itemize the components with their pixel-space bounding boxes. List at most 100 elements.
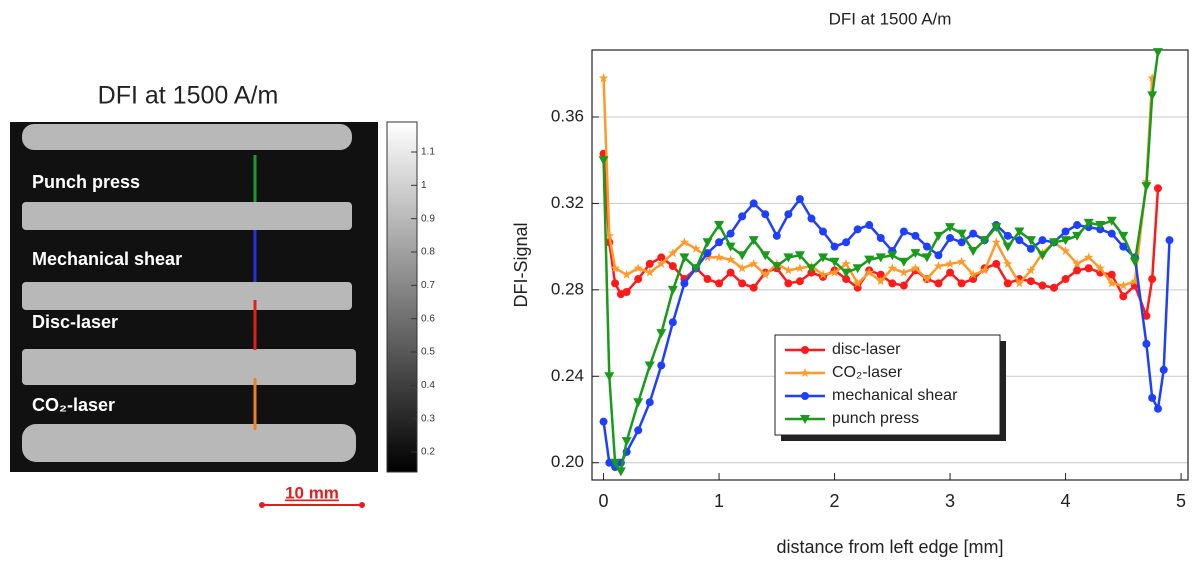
marker [818,253,829,263]
marker [991,237,1001,247]
marker [801,392,809,400]
marker [933,231,944,241]
marker [1072,258,1082,268]
marker [795,277,804,286]
marker [702,238,713,248]
marker [829,257,840,267]
marker [604,230,615,240]
marker [968,246,979,256]
marker [1073,221,1082,230]
marker [761,210,770,219]
marker [738,279,747,288]
marker [1152,48,1163,58]
marker [887,263,898,273]
marker [991,223,1002,233]
marker [829,267,840,277]
marker [645,267,655,277]
marker [841,268,852,278]
marker [1061,275,1070,284]
legend-label: punch press [832,410,919,427]
marker [795,263,805,273]
sample-strips [22,124,356,462]
marker [910,263,921,273]
marker [645,259,654,268]
legend-label: CO₂-laser [832,364,903,381]
marker [667,285,678,295]
marker [865,221,874,230]
marker [800,415,810,424]
marker [1003,258,1013,268]
marker [806,264,817,274]
marker [921,253,932,263]
marker [703,275,712,284]
scale-bar-label: 10 mm [285,483,339,502]
marker [795,195,804,204]
marker [1129,257,1140,267]
marker [800,368,810,377]
colorbar-tick-label: 0.2 [421,447,435,458]
marker [956,229,967,239]
marker [622,288,631,297]
marker [598,73,609,83]
marker [1061,227,1070,236]
marker [979,236,990,246]
marker [911,231,920,240]
marker [1153,404,1162,413]
marker [818,269,828,279]
marker [876,270,885,279]
marker [876,276,886,286]
marker [1119,242,1128,251]
marker [945,258,955,268]
colorbar-tick-label: 0.6 [421,313,435,324]
marker [1083,252,1094,262]
marker [771,262,782,272]
marker [615,467,626,477]
marker [1107,278,1117,288]
colorbar [386,121,418,473]
marker [668,262,677,271]
marker [1148,393,1157,402]
marker [680,279,689,288]
colorbar-tick-label: 1 [421,180,427,191]
marker [633,263,643,273]
marker [749,283,758,292]
marker [715,279,724,288]
x-tick-label: 4 [1061,491,1071,511]
legend-label: mechanical shear [832,387,958,404]
marker [1060,236,1071,246]
marker [841,258,851,268]
marker [887,251,898,261]
marker [610,263,620,273]
y-tick-label: 0.36 [551,106,584,125]
y-axis-label: DFI-Signal [511,222,531,307]
marker [634,275,643,284]
marker [668,248,678,258]
chart-title: DFI at 1500 A/m [829,9,952,28]
y-tick-label: 0.32 [551,193,584,212]
marker [760,251,771,261]
marker [784,279,793,288]
marker [794,251,805,261]
x-tick-label: 2 [830,491,840,511]
marker [1002,242,1013,252]
marker [852,264,863,274]
marker [980,265,990,275]
colorbar-tick-label: 1.1 [421,147,435,158]
marker [737,263,747,273]
image-title: DFI at 1500 A/m [98,82,279,110]
marker [621,269,632,279]
marker [992,259,1001,268]
marker [1142,311,1151,320]
marker [726,268,735,277]
marker [899,227,908,236]
marker [1153,184,1162,193]
marker [748,236,759,246]
marker [668,318,677,327]
marker [1165,236,1174,245]
x-tick-label: 0 [599,491,609,511]
marker [1003,279,1012,288]
sample-label: Mechanical shear [32,249,182,269]
marker [1026,244,1035,253]
marker [1026,265,1036,275]
marker [969,229,978,238]
